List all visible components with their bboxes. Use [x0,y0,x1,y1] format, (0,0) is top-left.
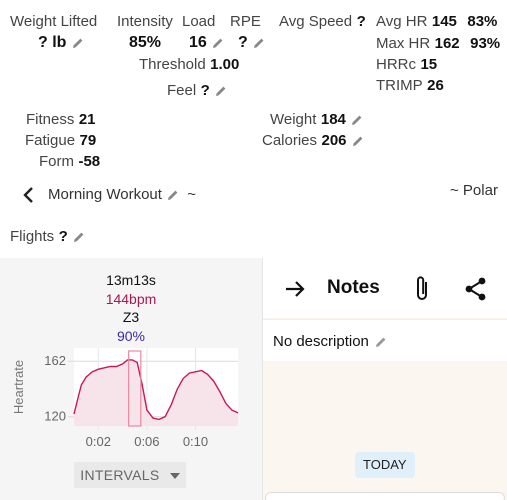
fitness-value: 21 [78,111,96,128]
avg-hr-label: Avg HR [376,13,428,30]
y-axis-label: Heartrate [11,360,26,414]
avg-hr-pct: 83% [467,13,498,30]
tooltip-pct: 90% [116,328,146,344]
avg-speed-label: Avg Speed [279,13,353,30]
trimp: TRIMP 26 [376,77,444,95]
flights[interactable]: Flights ? [10,228,85,246]
pencil-icon[interactable] [72,37,84,49]
calories[interactable]: Calories 206 [262,132,364,150]
threshold: Threshold 1.00 [139,56,239,74]
max-hr: Max HR 162 93% [376,35,500,53]
feel-label: Feel [167,82,197,99]
workout-suffix: ~ [187,186,197,203]
notes-description-text: No description [273,333,369,350]
trimp-label: TRIMP [376,77,423,94]
threshold-value: 1.00 [210,56,240,73]
selected-interval [128,350,142,427]
tooltip-time: 13m13s [106,272,156,288]
pencil-icon[interactable] [352,135,364,147]
note-composer[interactable] [265,492,505,500]
caret-down-icon [169,473,180,480]
x-tick-label: 0:02 [86,434,111,449]
fitness-label: Fitness [26,111,75,128]
calories-value: 206 [321,132,347,149]
load-label: Load [182,13,216,30]
y-tick-label: 120 [44,409,66,424]
weight-value: 184 [320,111,346,128]
calories-label: Calories [262,132,318,149]
max-hr-value: 162 [434,35,460,52]
feel[interactable]: Feel ? [167,82,227,100]
max-hr-label: Max HR [376,35,431,52]
x-tick-label: 0:10 [183,434,208,449]
tooltip-bpm: 144bpm [105,291,157,307]
pencil-icon[interactable] [375,336,387,348]
notes-header: Notes [263,258,507,318]
load-text: 16 [189,34,207,51]
intervals-label: INTERVALS [80,467,160,483]
fatigue-value: 79 [79,132,97,149]
hrrc-label: HRRc [376,56,416,73]
notes-description[interactable]: No description [263,319,507,361]
weight[interactable]: Weight 184 [270,111,363,129]
pencil-icon[interactable] [212,37,224,49]
notes-panel: Notes No description TODAY [263,258,507,500]
heartrate-line [73,359,239,421]
rpe-value[interactable]: ? [238,34,265,52]
panel-divider [262,258,263,500]
back-chevron-icon[interactable] [18,184,40,206]
hrrc-value: 15 [420,56,438,73]
y-tick-label: 162 [44,353,66,368]
today-badge: TODAY [355,452,415,478]
avg-speed: Avg Speed ? [279,13,366,31]
hrrc: HRRc 15 [376,56,437,74]
avg-speed-value: ? [356,13,366,30]
intensity-value: 85% [129,34,162,51]
weight-lifted-label: Weight Lifted [10,13,98,30]
weight-lifted-text: ? lb [38,34,67,51]
rpe-label: RPE [230,13,261,30]
weight-label: Weight [270,111,317,128]
avg-hr-value: 145 [431,13,457,30]
share-icon[interactable] [463,276,489,302]
intensity-label: Intensity [117,13,173,30]
notes-title: Notes [327,277,380,298]
arrow-right-icon[interactable] [283,277,307,301]
fatigue: Fatigue 79 [25,132,96,150]
max-hr-pct: 93% [470,35,501,52]
threshold-label: Threshold [139,56,206,73]
avg-hr: Avg HR 145 83% [376,13,497,31]
pencil-icon[interactable] [253,37,265,49]
heartrate-chart[interactable]: 162 120 0:02 0:06 0:10 Heartrate [0,258,262,458]
pencil-icon[interactable] [351,114,363,126]
pencil-icon[interactable] [167,189,179,201]
x-tick-label: 0:06 [134,434,159,449]
intervals-dropdown[interactable]: INTERVALS [74,462,186,488]
fitness: Fitness 21 [26,111,96,129]
workout-source: ~ Polar [450,182,498,199]
form-label: Form [39,153,74,170]
load-value[interactable]: 16 [189,34,224,52]
flights-value: ? [58,228,68,245]
workout-name-text: Morning Workout [48,186,162,203]
trimp-value: 26 [427,77,444,94]
workout-name[interactable]: Morning Workout ~ [48,186,196,203]
paperclip-icon[interactable] [411,274,433,304]
flights-label: Flights [10,228,55,245]
form-value: -58 [78,153,101,170]
tooltip-zone: Z3 [122,309,140,325]
weight-lifted-value[interactable]: ? lb [38,34,84,52]
pencil-icon[interactable] [215,85,227,97]
rpe-text: ? [238,34,248,51]
heartrate-chart-panel: 13m13s 144bpm Z3 90% 162 120 0:02 0:06 0:10 H… [0,258,262,500]
form: Form -58 [39,153,100,171]
heartrate-area [74,359,238,426]
pencil-icon[interactable] [73,231,85,243]
feel-value: ? [200,82,210,99]
fatigue-label: Fatigue [25,132,76,149]
